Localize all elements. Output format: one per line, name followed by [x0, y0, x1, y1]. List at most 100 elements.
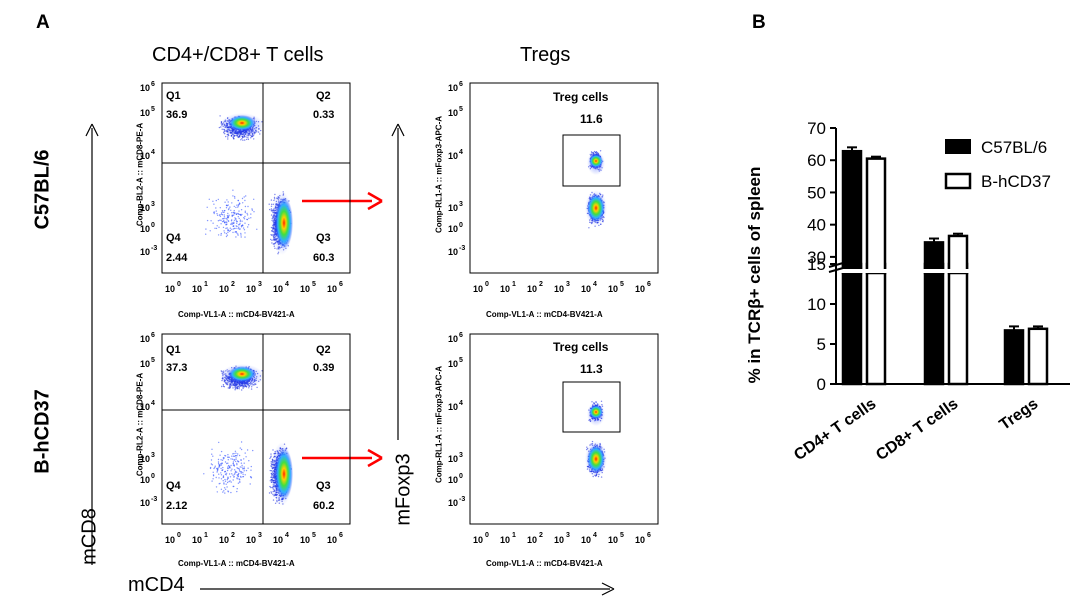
facs-ylabel-bottom-left: Comp-RL2-A :: mCD8-PE-A — [135, 372, 145, 477]
axis-label-mcd4: mCD4 — [128, 574, 185, 596]
q4-value-top: 2.44 — [166, 252, 188, 264]
facs-xtick: 10 — [554, 284, 564, 294]
facs-xtick: 10 — [192, 284, 202, 294]
axis-break-gap — [922, 269, 946, 273]
bar-0-1 — [864, 155, 888, 386]
facs-xtick: 10 — [246, 535, 256, 545]
x-tick-label: CD4+ T cells — [791, 395, 879, 464]
cd4-population-density — [275, 448, 293, 500]
treg-density — [589, 405, 603, 419]
x-tick-label: CD8+ T cells — [873, 395, 961, 464]
facs-xtick: 10 — [635, 535, 645, 545]
bar-upper-part — [947, 234, 969, 275]
facs-xtick: 10 — [192, 535, 202, 545]
bar-lower-part — [947, 262, 969, 386]
facs-ytick-exp: 6 — [459, 81, 463, 88]
y-tick-label: 5 — [817, 335, 826, 354]
facs-ytick: 10 — [140, 247, 150, 257]
facs-xtick: 10 — [581, 284, 591, 294]
cd8-population-density — [228, 366, 256, 382]
facs-xtick-exp: 4 — [285, 532, 289, 539]
facs-ylabel-top-right: Comp-RL1-A :: mFoxp3-APC-A — [434, 115, 444, 234]
bar — [1027, 327, 1049, 386]
facs-xtick: 10 — [300, 535, 310, 545]
bar — [1003, 329, 1025, 386]
y-tick-label: 60 — [807, 151, 826, 170]
treg-gate — [562, 134, 621, 187]
facs-ytick-exp: 6 — [151, 81, 155, 88]
q2-value-bottom: 0.39 — [313, 362, 335, 374]
y-tick-label: 40 — [807, 216, 826, 235]
facs-ytick-exp: -3 — [459, 245, 465, 252]
facs-ytick-exp: 3 — [151, 201, 155, 208]
facs-plot-3: 10 610 510 410 310 010 -310 0 10 1 10 2 10 3 10 4 10 5 10 6 — [448, 332, 659, 545]
y-tick-label: 15 — [807, 255, 826, 274]
facs-xtick: 10 — [219, 284, 229, 294]
facs-xtick: 10 — [608, 284, 618, 294]
facs-xtick: 10 — [527, 535, 537, 545]
treg-gate-value-top: 11.6 — [580, 112, 603, 126]
facs-ytick: 10 — [448, 475, 458, 485]
facs-ytick-exp: 4 — [459, 149, 463, 156]
facs-xtick: 10 — [473, 535, 483, 545]
axis-break-gap — [864, 269, 888, 273]
q1-value-bottom: 37.3 — [166, 362, 188, 374]
facs-ytick: 10 — [448, 108, 458, 118]
panel-a-svg: 10 610 510 410 310 010 -310 0 10 1 10 2 10 3 10 4 10 5 10 6… — [85, 81, 659, 596]
facs-xtick: 10 — [219, 535, 229, 545]
facs-xtick-exp: 1 — [512, 281, 516, 288]
facs-ytick: 10 — [140, 359, 150, 369]
facs-xtick: 10 — [273, 535, 283, 545]
facs-ytick-exp: 4 — [151, 149, 155, 156]
facs-xtick: 10 — [327, 535, 337, 545]
facs-ytick: 10 — [140, 454, 150, 464]
facs-xtick-exp: 5 — [312, 532, 316, 539]
treg-gate — [562, 381, 621, 433]
treg-gate-label-bottom: Treg cells — [553, 340, 609, 354]
q1-value-top: 36.9 — [166, 109, 188, 121]
mcd8-long-arrow — [85, 123, 99, 565]
facs-ytick-exp: -3 — [151, 245, 157, 252]
q3-label-bottom: Q3 — [316, 480, 331, 492]
facs-xtick: 10 — [273, 284, 283, 294]
axis-break-mark — [828, 267, 844, 273]
q2-value-top: 0.33 — [313, 109, 335, 121]
y-tick-label: 0 — [817, 375, 826, 394]
facs-xtick-exp: 1 — [204, 281, 208, 288]
facs-ytick-exp: 5 — [459, 106, 463, 113]
q1-label-top: Q1 — [166, 90, 181, 102]
legend-swatch-c57bl6 — [945, 139, 971, 154]
facs-plot-1: 10 610 510 410 310 010 -310 0 10 1 10 2 10 3 10 4 10 5 10 6 — [448, 81, 659, 294]
facs-ytick-exp: 6 — [151, 332, 155, 339]
facs-xtick: 10 — [554, 535, 564, 545]
facs-xtick-exp: 3 — [566, 532, 570, 539]
facs-ytick-exp: 4 — [151, 400, 155, 407]
facs-xtick-exp: 4 — [285, 281, 289, 288]
treg-gate-label-top: Treg cells — [553, 90, 609, 104]
facs-frame — [469, 82, 659, 274]
bar-upper-part — [865, 157, 887, 275]
facs-xtick: 10 — [473, 284, 483, 294]
facs-xlabel-top-right: Comp-VL1-A :: mCD4-BV421-A — [486, 310, 603, 319]
facs-ytick: 10 — [140, 83, 150, 93]
facs-xtick-exp: 3 — [566, 281, 570, 288]
legend-label-c57bl6: C57BL/6 — [981, 138, 1047, 157]
facs-xtick-exp: 0 — [177, 281, 181, 288]
mcd4-long-arrow — [200, 582, 615, 596]
facs-ytick-exp: 3 — [459, 452, 463, 459]
facs-xtick-exp: 3 — [258, 532, 262, 539]
facs-ytick: 10 — [448, 454, 458, 464]
facs-ytick: 10 — [140, 151, 150, 161]
facs-ytick: 10 — [140, 498, 150, 508]
facs-ytick-exp: 5 — [151, 357, 155, 364]
facs-xtick: 10 — [527, 284, 537, 294]
legend: C57BL/6 B-hCD37 — [944, 138, 1051, 191]
facs-xtick-exp: 2 — [539, 281, 543, 288]
facs-ytick: 10 — [448, 334, 458, 344]
bar-upper-part — [841, 149, 863, 275]
treg-density — [589, 154, 603, 168]
facs-ytick: 10 — [448, 359, 458, 369]
facs-ytick-exp: 0 — [151, 222, 155, 229]
axis-break-gap — [840, 269, 864, 273]
